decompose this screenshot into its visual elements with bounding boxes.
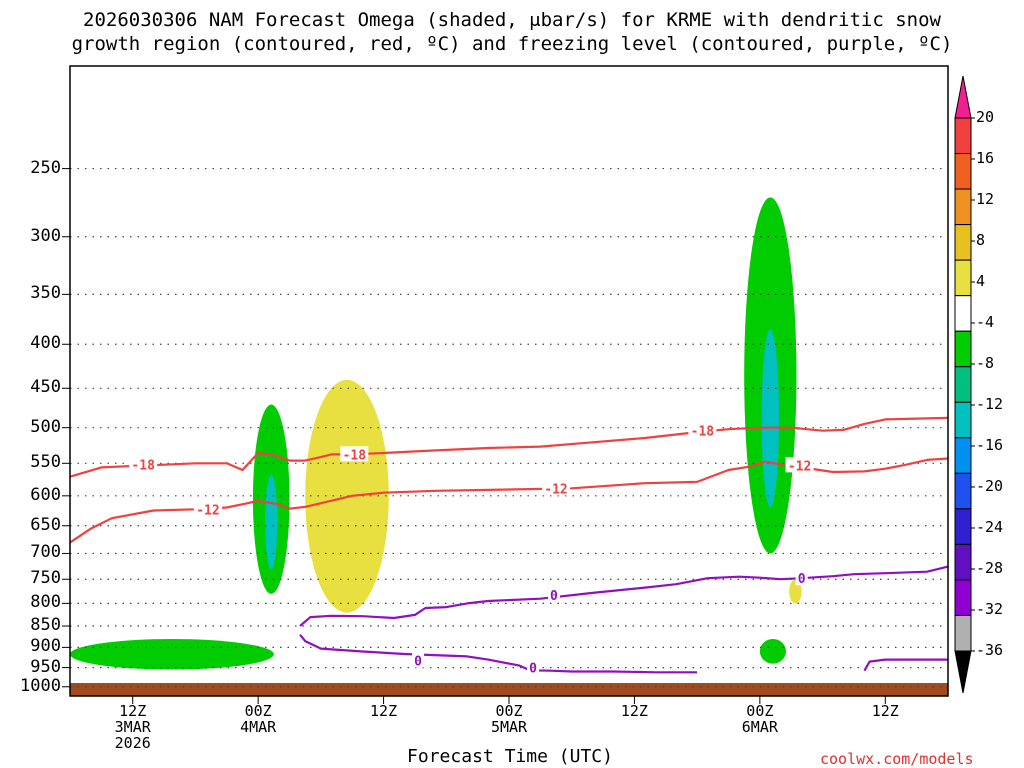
contour-label-9: 0 [414, 654, 422, 669]
omega-region-6 [789, 579, 802, 604]
colorbar-box-7 [954, 330, 972, 368]
contour-line-1 [69, 416, 949, 478]
y-tick-label: 1000 [20, 675, 61, 696]
x-tick-label: 4MAR [240, 718, 277, 736]
x-tick-label: 5MAR [490, 718, 528, 736]
y-tick-label: 300 [30, 225, 61, 246]
contour-label-10: 0 [529, 662, 537, 677]
colorbar-label: -16 [976, 436, 1004, 454]
contour-label-bg-1 [129, 456, 158, 472]
x-tick-label: 00Z [746, 702, 774, 720]
colorbar-label: -28 [976, 559, 1004, 577]
contour-label-4: -12 [196, 503, 219, 518]
colorbar-label: -4 [976, 313, 995, 331]
colorbar-label: 4 [976, 272, 986, 290]
chart-title-line-1: 2026030306 NAM Forecast Omega (shaded, μ… [83, 9, 941, 31]
contour-label-bg-7 [547, 586, 560, 602]
y-tick-label: 600 [30, 484, 61, 505]
x-tick-label: 12Z [370, 702, 398, 720]
contour-label-2: -18 [343, 448, 367, 463]
colorbar-box-1 [954, 117, 972, 155]
y-tick-label: 500 [30, 416, 61, 437]
y-tick-label: 800 [30, 592, 61, 613]
colorbar-box-10 [954, 437, 972, 474]
contour-label-bg-3 [688, 422, 717, 438]
x-tick-label: 00Z [244, 702, 272, 720]
contour-label-bg-9 [412, 652, 425, 668]
contour-label-6: -12 [788, 459, 811, 474]
y-tick-label: 750 [30, 568, 61, 589]
contour-label-5: -12 [544, 482, 567, 497]
colorbar-box-14 [954, 579, 972, 616]
colorbar-label: -20 [976, 477, 1004, 495]
x-tick-label: 12Z [119, 702, 147, 720]
contour-label-7: 0 [550, 589, 558, 604]
colorbar-box-2 [954, 153, 972, 190]
colorbar-label: -8 [976, 354, 995, 372]
colorbar-box-8 [954, 366, 972, 403]
contour-label-bg-6 [785, 457, 814, 473]
omega-core-1 [265, 474, 278, 570]
colorbar-box-9 [954, 401, 972, 439]
y-tick-label: 250 [30, 157, 61, 178]
chart-title-line-2: growth region (contoured, red, ºC) and f… [71, 33, 953, 55]
omega-region-3 [70, 638, 274, 670]
contour-line-4 [299, 634, 698, 674]
y-tick-label: 900 [30, 636, 61, 657]
colorbar-box-6 [954, 295, 972, 332]
colorbar-box-11 [954, 472, 972, 510]
y-tick-label: 400 [30, 333, 61, 354]
contour-label-bg-5 [542, 480, 571, 496]
contour-label-bg-2 [340, 446, 369, 462]
x-tick-label: 12Z [871, 702, 899, 720]
colorbar-label: 20 [976, 108, 995, 126]
colorbar-box-13 [954, 543, 972, 581]
x-tick-label: 6MAR [741, 718, 778, 736]
contour-label-8: 0 [798, 572, 806, 587]
terrain-fill [70, 683, 948, 696]
x-tick-label: 3MAR [114, 718, 151, 736]
y-tick-label: 650 [30, 514, 61, 535]
y-tick-label: 450 [30, 377, 61, 398]
colorbar-label: 12 [976, 190, 995, 208]
y-tick-label: 950 [30, 656, 61, 677]
colorbar-label: -12 [976, 395, 1004, 413]
colorbar-label: 16 [976, 149, 995, 167]
y-tick-label: 550 [30, 452, 61, 473]
x-tick-label: 00Z [495, 702, 523, 720]
colorbar-label: -32 [976, 600, 1004, 618]
omega-core-4 [761, 329, 780, 508]
plot-area [70, 66, 948, 696]
colorbar-box-3 [954, 188, 972, 226]
contour-label-bg-10 [527, 659, 540, 675]
x-tick-label: 12Z [620, 702, 648, 720]
colorbar-label: -24 [976, 518, 1004, 536]
contour-label-3: -18 [691, 425, 715, 440]
plot-frame [69, 65, 949, 697]
x-axis-title: Forecast Time (UTC) [407, 746, 613, 767]
y-tick-label: 850 [30, 615, 61, 636]
colorbar-label: -36 [976, 641, 1004, 659]
y-tick-label: 700 [30, 542, 61, 563]
colorbar-box-12 [954, 508, 972, 545]
colorbar-label: 8 [976, 231, 986, 249]
omega-region-5 [759, 638, 786, 664]
colorbar-top-arrow [954, 75, 972, 119]
contour-label-1: -18 [131, 459, 155, 474]
contour-line-3 [299, 565, 949, 627]
contour-line-5 [863, 658, 948, 672]
colorbar-box-5 [954, 259, 972, 297]
contour-label-bg-8 [795, 570, 808, 586]
y-tick-label: 350 [30, 283, 61, 304]
colorbar-box-4 [954, 224, 972, 261]
colorbar-bottom-arrow [954, 650, 972, 694]
credit-link[interactable]: coolwx.com/models [820, 750, 974, 768]
x-tick-label: 2026 [114, 734, 151, 752]
contour-label-bg-4 [193, 501, 222, 517]
colorbar-box-15 [954, 614, 972, 652]
